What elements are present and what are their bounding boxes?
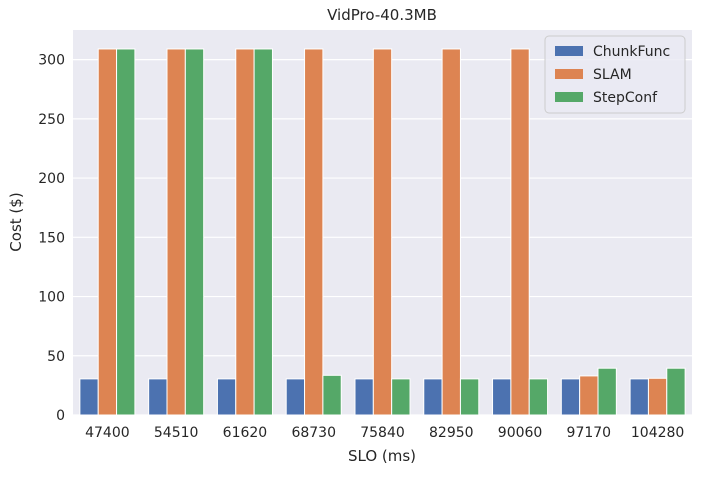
x-tick-label: 75840	[360, 425, 405, 441]
bar-chunkfunc-104280	[629, 378, 649, 416]
bar-slam-61620	[235, 48, 255, 416]
bars	[79, 48, 686, 416]
x-axis-label: SLO (ms)	[348, 447, 416, 465]
legend-label-chunkfunc: ChunkFunc	[593, 44, 670, 60]
legend-swatch-slam	[555, 69, 583, 79]
x-tick-label: 61620	[223, 425, 268, 441]
bar-slam-82950	[441, 48, 461, 416]
bar-stepconf-61620	[253, 48, 273, 416]
bar-slam-104280	[647, 377, 668, 416]
chart-title: VidPro-40.3MB	[327, 6, 437, 24]
bar-slam-97170	[579, 375, 599, 416]
x-tick-labels: 47400 54510 61620 68730 75840 82950 90060 97170…	[85, 425, 684, 441]
y-tick-label: 200	[38, 171, 65, 187]
legend: ChunkFunc SLAM StepConf	[544, 35, 686, 114]
bar-chunkfunc-97170	[560, 378, 581, 416]
y-tick-label: 0	[56, 408, 65, 424]
x-tick-label: 68730	[291, 425, 336, 441]
legend-label-stepconf: StepConf	[593, 90, 658, 106]
bar-stepconf-47400	[116, 48, 136, 416]
bar-stepconf-54510	[184, 48, 205, 416]
bar-slam-68730	[304, 48, 324, 416]
bar-slam-90060	[510, 48, 530, 416]
y-tick-label: 50	[47, 349, 65, 365]
legend-swatch-stepconf	[555, 92, 583, 102]
y-tick-label: 150	[38, 230, 65, 246]
bar-stepconf-90060	[528, 378, 549, 416]
y-tick-labels: 0 50 100 150 200 250 300	[38, 53, 65, 424]
y-tick-label: 300	[38, 53, 65, 69]
bar-chunkfunc-47400	[79, 378, 99, 416]
bar-stepconf-68730	[322, 374, 342, 416]
bar-slam-54510	[166, 48, 186, 416]
x-tick-label: 97170	[567, 425, 612, 441]
bar-chunkfunc-75840	[354, 378, 374, 416]
y-tick-label: 100	[38, 290, 65, 306]
bar-stepconf-97170	[597, 367, 617, 416]
bar-chunkfunc-68730	[285, 378, 306, 416]
x-tick-label: 47400	[85, 425, 130, 441]
bar-slam-47400	[97, 48, 118, 416]
bar-chunkfunc-54510	[148, 378, 168, 416]
legend-label-slam: SLAM	[593, 67, 632, 83]
bar-chunkfunc-82950	[423, 378, 443, 416]
y-tick-label: 250	[38, 112, 65, 128]
bar-chunkfunc-90060	[492, 378, 512, 416]
x-tick-label: 104280	[631, 425, 684, 441]
legend-swatch-chunkfunc	[555, 46, 583, 56]
bar-stepconf-75840	[391, 378, 411, 416]
x-tick-label: 82950	[429, 425, 474, 441]
y-axis-label: Cost ($)	[7, 192, 25, 251]
x-tick-label: 54510	[154, 425, 199, 441]
bar-slam-75840	[372, 48, 393, 416]
bar-stepconf-104280	[666, 367, 686, 416]
bar-stepconf-82950	[459, 378, 480, 416]
bar-chunkfunc-61620	[216, 378, 237, 416]
x-tick-label: 90060	[498, 425, 543, 441]
